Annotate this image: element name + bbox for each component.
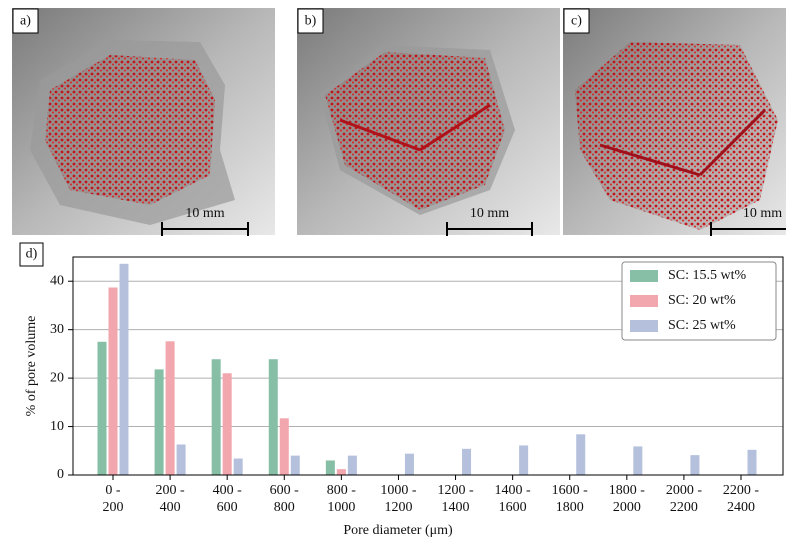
scale-bar-label: 10 mm: [470, 206, 509, 221]
y-axis-label: % of pore volume: [24, 316, 39, 417]
x-tick-label: 1400 - 1600: [494, 483, 531, 515]
panel-label: d): [26, 247, 38, 262]
y-tick-label: 20: [50, 370, 64, 385]
legend-label: SC: 25 wt%: [668, 318, 736, 333]
x-tick-label: 1000 - 1200: [380, 483, 417, 515]
bar: [404, 453, 414, 475]
bar: [347, 455, 357, 475]
x-tick-label: 200 - 400: [155, 483, 185, 515]
scale-bar-label: 10 mm: [743, 206, 782, 221]
x-tick-label: 600 - 800: [269, 483, 299, 515]
plot-frame: [72, 256, 784, 476]
panel-label: a): [20, 14, 31, 29]
bar: [290, 455, 300, 475]
bar: [108, 287, 118, 475]
bar: [462, 448, 472, 475]
x-tick-label: 1600 - 1800: [551, 483, 588, 515]
bar: [336, 469, 346, 475]
bar: [97, 341, 107, 475]
bar: [119, 263, 129, 475]
image-c: [563, 8, 786, 235]
y-tick-label: 10: [50, 419, 64, 434]
image-a: [12, 8, 275, 235]
x-tick-label: 1200 - 1400: [437, 483, 474, 515]
x-tick-label: 800 - 1000: [326, 483, 356, 515]
scale-bar-label: 10 mm: [185, 206, 224, 221]
panel-label: b): [305, 14, 317, 29]
bar: [211, 359, 221, 475]
bar: [633, 446, 643, 475]
x-tick-label: 2000 - 2200: [665, 483, 702, 515]
bar: [279, 418, 289, 475]
y-tick-label: 0: [57, 467, 64, 482]
legend-label: SC: 20 wt%: [668, 293, 736, 308]
panel-label-box: [297, 8, 324, 34]
panel-annotations: a) 10 mm b) 10 mm c) 10 mm: [12, 8, 786, 236]
bar: [576, 434, 586, 475]
bar: [747, 449, 757, 475]
panel-label-box: [563, 8, 590, 34]
y-tick-label: 40: [50, 273, 64, 288]
panel-label-box: [19, 242, 44, 267]
legend-box: [621, 261, 777, 341]
x-tick-label: 0 - 200: [102, 483, 124, 515]
image-b: [297, 8, 560, 235]
legend-swatch: [630, 270, 658, 282]
x-tick-label: 2200 - 2400: [722, 483, 760, 515]
bar: [233, 458, 243, 475]
x-tick-label: 1800 - 2000: [608, 483, 645, 515]
legend-label: SC: 15.5 wt%: [668, 268, 747, 283]
bar: [519, 445, 529, 475]
bar: [268, 359, 278, 475]
panel-label-box: [12, 8, 39, 34]
bar: [154, 369, 164, 475]
bar: [690, 455, 700, 475]
bar: [325, 460, 335, 475]
panel-label: c): [571, 14, 582, 29]
bar: [176, 444, 186, 475]
y-tick-label: 30: [50, 322, 64, 337]
bar: [222, 373, 232, 475]
x-axis-label: Pore diameter (μm): [343, 523, 453, 538]
legend-swatch: [630, 320, 658, 332]
x-tick-label: 400 - 600: [212, 483, 242, 515]
legend-swatch: [630, 295, 658, 307]
bar: [165, 341, 175, 475]
